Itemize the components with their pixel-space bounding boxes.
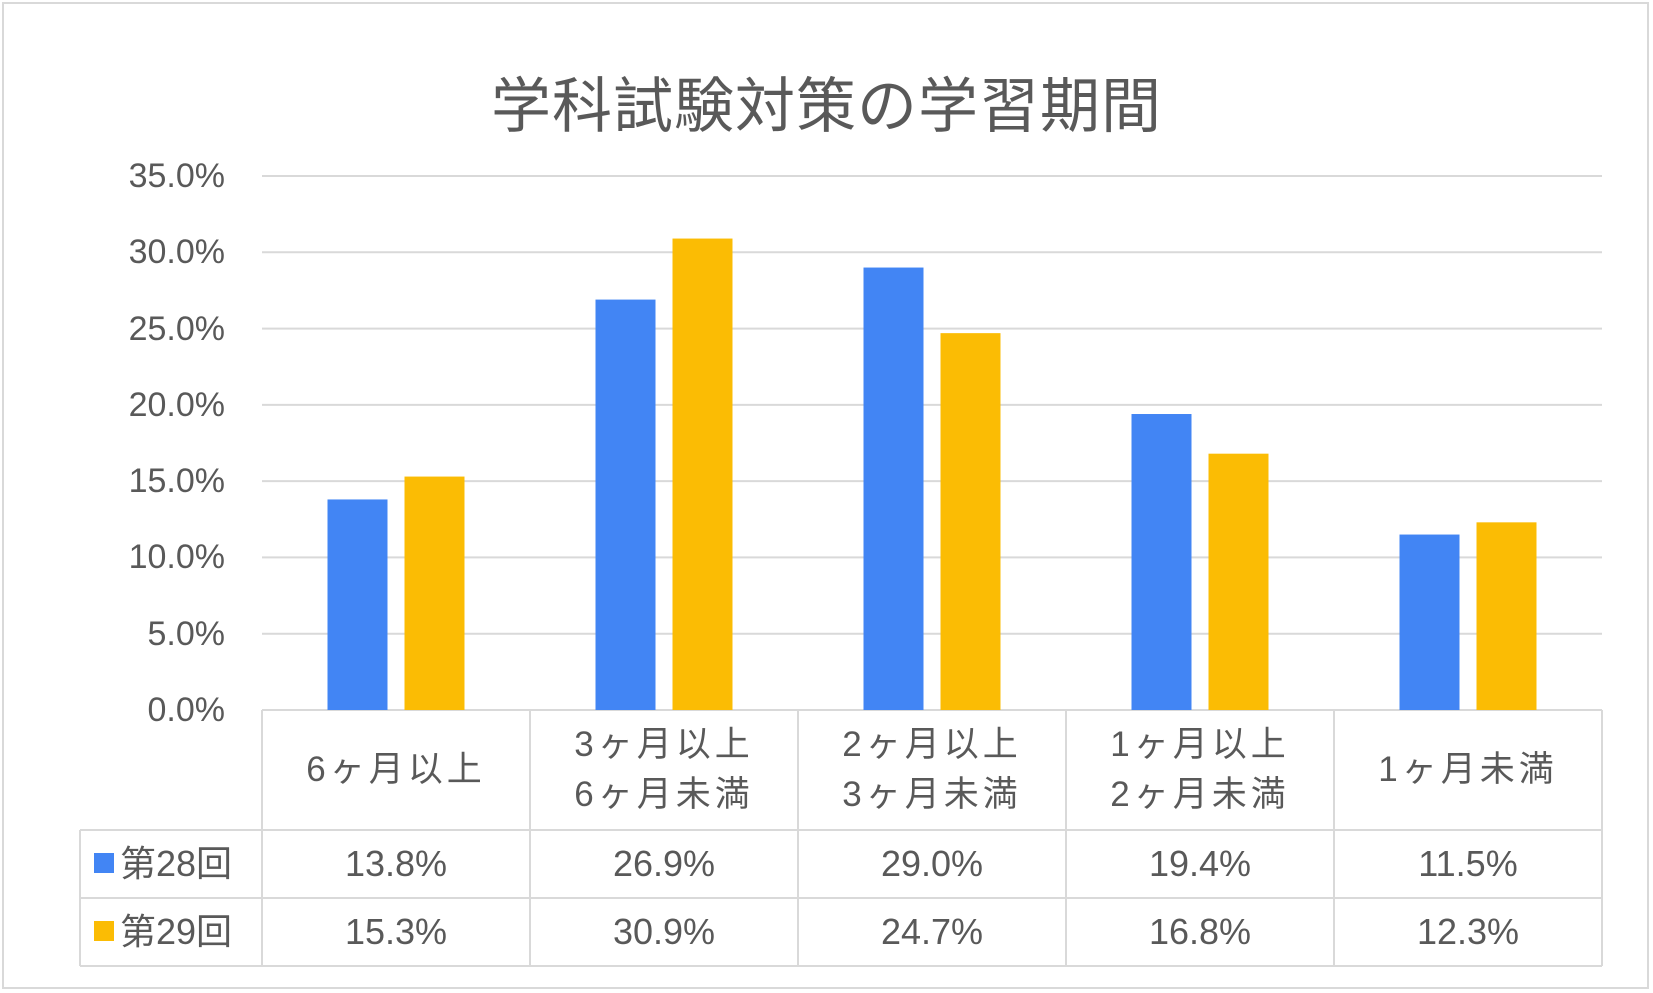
- bar-series1: [863, 267, 924, 710]
- bar-series2: [404, 476, 465, 710]
- bar-series2: [1208, 453, 1269, 710]
- data-label: 29.0%: [880, 843, 984, 884]
- data-label: 11.5%: [1418, 843, 1518, 884]
- legend-swatch: [94, 853, 114, 874]
- bar-series2: [1476, 522, 1537, 710]
- legend-label: 第29回: [120, 911, 233, 952]
- legend-label: 第28回: [120, 843, 233, 884]
- chart-title: 学科試験対策の学習期間: [491, 73, 1162, 140]
- bar-series1: [595, 299, 656, 710]
- y-tick-label: 30.0%: [128, 233, 225, 272]
- bar-series1: [327, 499, 388, 710]
- y-tick-label: 35.0%: [128, 157, 225, 195]
- x-tick-label: 1ヶ月未満: [1378, 750, 1558, 789]
- x-tick-label: 3ヶ月以上 6ヶ月未満: [574, 725, 754, 814]
- data-label: 19.4%: [1148, 843, 1252, 884]
- x-tick-label: 1ヶ月以上 2ヶ月未満: [1110, 725, 1290, 814]
- bar-series1: [1131, 414, 1192, 710]
- y-tick-label: 15.0%: [128, 462, 225, 501]
- y-tick-label: 0.0%: [147, 691, 226, 729]
- y-tick-label: 20.0%: [128, 385, 225, 424]
- y-tick-label: 25.0%: [128, 309, 225, 348]
- data-label: 26.9%: [612, 843, 716, 884]
- data-label: 16.8%: [1148, 911, 1252, 952]
- bar-series1: [1399, 534, 1460, 710]
- bar-series2: [940, 333, 1001, 710]
- data-label: 30.9%: [612, 911, 716, 952]
- data-label: 15.3%: [344, 911, 448, 952]
- y-tick-label: 10.0%: [128, 538, 225, 577]
- data-label: 12.3%: [1416, 911, 1520, 952]
- legend-entry: 第29回: [94, 912, 232, 952]
- legend-swatch: [94, 921, 114, 942]
- legend-entry: 第28回: [94, 844, 232, 884]
- data-label: 24.7%: [880, 911, 984, 952]
- data-label: 13.8%: [344, 843, 448, 884]
- bar-series2: [672, 238, 733, 710]
- x-tick-label: 6ヶ月以上: [306, 750, 486, 789]
- y-tick-label: 5.0%: [147, 614, 226, 653]
- x-tick-label: 2ヶ月以上 3ヶ月未満: [842, 725, 1022, 814]
